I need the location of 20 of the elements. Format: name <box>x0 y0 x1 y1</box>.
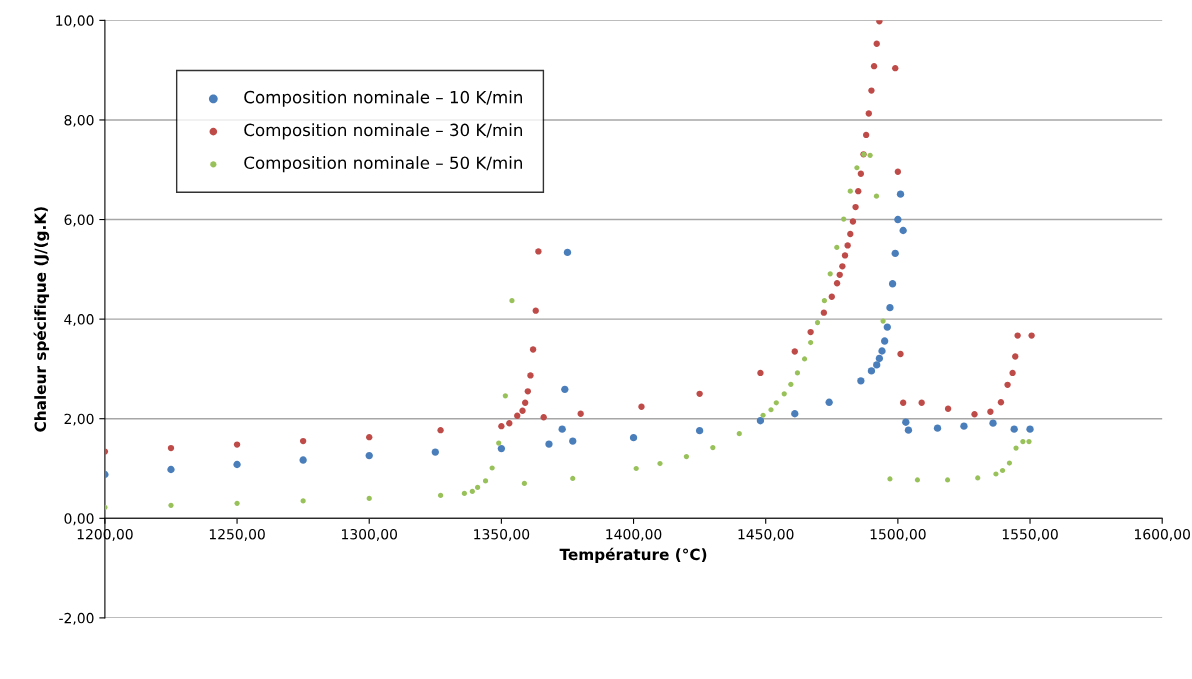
y-axis-title: Chaleur spécifique (J/(g.K) <box>33 207 50 432</box>
x-tick-label: 1400,00 <box>606 528 662 541</box>
x-tick-label: 1600,00 <box>1135 528 1190 541</box>
legend-label: Composition nominale – 30 K/min <box>244 123 522 140</box>
x-tick-label: 1300,00 <box>342 528 398 541</box>
legend-label: Composition nominale – 50 K/min <box>244 156 522 173</box>
x-tick-label: 1250,00 <box>209 528 265 541</box>
x-tick-label: 1550,00 <box>1002 528 1058 541</box>
y-tick-label: 8,00 <box>64 114 94 127</box>
x-axis-title: Température (°C) <box>559 547 707 564</box>
x-tick-label: 1500,00 <box>870 528 926 541</box>
y-tick-label: 0,00 <box>64 513 94 526</box>
y-tick-label: -2,00 <box>59 612 94 625</box>
x-tick-label: 1350,00 <box>474 528 530 541</box>
y-tick-label: 10,00 <box>56 15 94 28</box>
legend-label: Composition nominale – 10 K/min <box>244 90 522 107</box>
x-tick-label: 1450,00 <box>738 528 794 541</box>
y-tick-label: 2,00 <box>64 413 94 426</box>
y-tick-label: 4,00 <box>64 314 94 327</box>
y-tick-label: 6,00 <box>64 214 94 227</box>
